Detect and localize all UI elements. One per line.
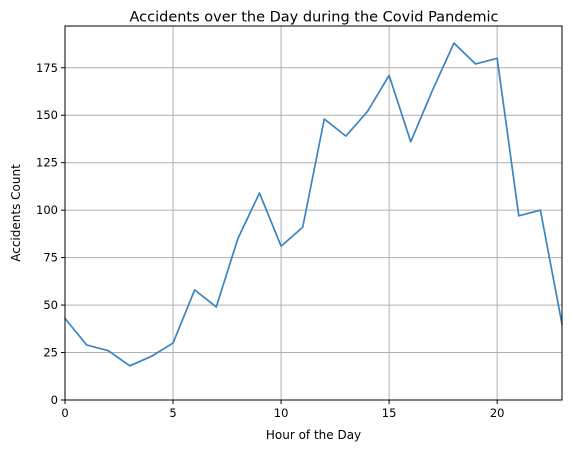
x-tick-label: 10: [274, 406, 289, 420]
x-axis-label: Hour of the Day: [266, 428, 361, 442]
y-tick-label: 150: [36, 108, 58, 122]
y-tick-label: 50: [43, 298, 58, 312]
y-tick-label: 25: [43, 346, 58, 360]
accidents-series-line: [64, 42, 563, 367]
plot-area: [64, 42, 563, 367]
grid: [64, 26, 562, 401]
y-tick-label: 175: [36, 61, 58, 75]
x-tick-label: 5: [169, 406, 176, 420]
plot-frame: [64, 25, 563, 401]
y-tick-label: 125: [36, 156, 58, 170]
y-axis: 0 25 50 75 100 125 150 175: [36, 61, 65, 407]
y-tick-label: 0: [51, 393, 58, 407]
x-axis: 0 5 10 15 20: [61, 400, 504, 420]
y-axis-label: Accidents Count: [9, 164, 23, 262]
x-tick-label: 0: [61, 406, 68, 420]
x-tick-label: 20: [490, 406, 505, 420]
y-tick-label: 100: [36, 203, 58, 217]
chart-title: Accidents over the Day during the Covid …: [129, 10, 498, 26]
y-tick-label: 75: [43, 251, 58, 265]
x-tick-label: 15: [382, 406, 397, 420]
